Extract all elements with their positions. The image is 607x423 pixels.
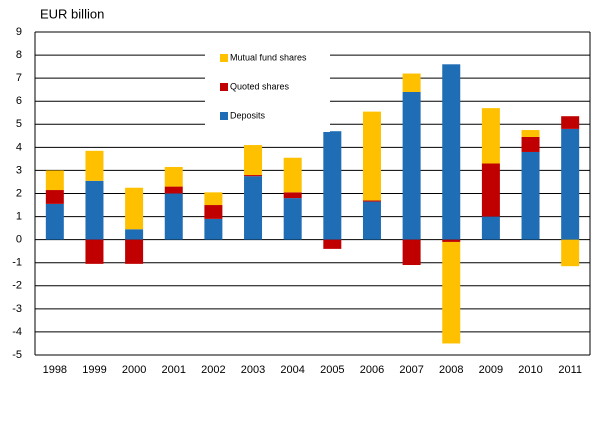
bar-segment: [521, 151, 540, 240]
bar-segment: [323, 239, 342, 249]
bar-segment: [561, 116, 580, 129]
x-tick-label: 2000: [122, 364, 146, 376]
y-tick-label: 5: [16, 118, 22, 130]
y-tick-label: 0: [16, 234, 22, 246]
legend-swatch: [220, 112, 228, 120]
bar-segment: [442, 241, 461, 344]
y-tick-label: 8: [16, 49, 22, 61]
bar-segment: [125, 187, 144, 230]
bar-segment: [244, 175, 263, 177]
bar-segment: [45, 203, 64, 240]
y-tick-label: 2: [16, 187, 22, 199]
x-tick-label: 2003: [241, 364, 265, 376]
bar-segment: [85, 150, 104, 181]
bar-segment: [561, 128, 580, 240]
x-tick-label: 2001: [162, 364, 186, 376]
bar-segment: [481, 108, 500, 164]
bar-segment: [481, 216, 500, 240]
bar-segment: [283, 198, 302, 240]
bar-segment: [283, 192, 302, 199]
y-tick-label: 3: [16, 164, 22, 176]
x-tick-label: 1998: [43, 364, 67, 376]
y-tick-label: 9: [16, 26, 22, 38]
y-tick-label: 7: [16, 72, 22, 84]
bar-segment: [481, 163, 500, 217]
y-tick-label: -5: [12, 349, 22, 361]
y-tick-label: -1: [12, 257, 22, 269]
x-tick-label: 2006: [360, 364, 384, 376]
bar-segment: [323, 131, 342, 240]
x-tick-label: 2004: [280, 364, 304, 376]
chart-title: EUR billion: [40, 6, 104, 21]
bar-segment: [402, 239, 421, 266]
x-tick-label: 2007: [399, 364, 423, 376]
bar-segment: [521, 136, 540, 152]
y-tick-label: -4: [12, 326, 22, 338]
bar-segment: [45, 170, 64, 191]
y-tick-label: 1: [16, 210, 22, 222]
x-tick-label: 1999: [82, 364, 106, 376]
bar-segment: [204, 218, 223, 240]
y-tick-label: -2: [12, 280, 22, 292]
bar-segment: [244, 145, 263, 176]
bar-segment: [362, 200, 381, 202]
y-tick-label: 6: [16, 95, 22, 107]
y-tick-label: -3: [12, 303, 22, 315]
x-tick-label: 2010: [518, 364, 542, 376]
x-tick-label: 2011: [558, 364, 582, 376]
bar-segment: [521, 130, 540, 137]
bar-segment: [402, 73, 421, 92]
legend-swatch: [220, 83, 228, 91]
x-tick-label: 2002: [201, 364, 225, 376]
bar-segment: [244, 176, 263, 240]
x-tick-label: 2009: [479, 364, 503, 376]
bar-segment: [164, 166, 183, 187]
bar-segment: [85, 180, 104, 240]
bar-segment: [164, 193, 183, 240]
legend-label: Mutual fund shares: [230, 52, 307, 62]
x-tick-label: 2008: [439, 364, 463, 376]
bar-segment: [283, 157, 302, 193]
bar-segment: [442, 239, 461, 242]
legend-label: Quoted shares: [230, 81, 290, 91]
bar-segment: [362, 201, 381, 240]
bar-segment: [125, 229, 144, 240]
y-tick-label: 4: [16, 141, 22, 153]
bar-segment: [561, 239, 580, 267]
bar-segment: [442, 64, 461, 240]
bar-segment: [204, 205, 223, 219]
bar-segment: [204, 192, 223, 206]
bar-segment: [125, 239, 144, 264]
x-tick-label: 2005: [320, 364, 344, 376]
bar-segment: [85, 239, 104, 264]
legend-swatch: [220, 54, 228, 62]
bar-segment: [45, 190, 64, 204]
bar-segment: [402, 91, 421, 240]
legend-label: Deposits: [230, 110, 266, 120]
bar-segment: [362, 111, 381, 201]
bar-segment: [164, 186, 183, 194]
